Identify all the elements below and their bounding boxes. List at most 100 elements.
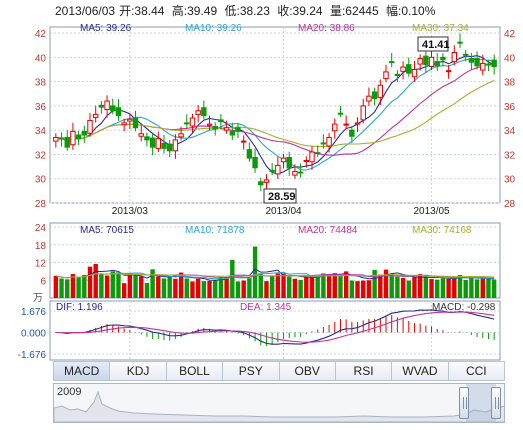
candle-body[interactable] (58, 137, 65, 140)
candle-body[interactable] (314, 152, 321, 155)
candle-body[interactable] (246, 149, 253, 159)
candle-body[interactable] (383, 71, 389, 80)
volume-bar[interactable] (156, 276, 161, 298)
volume-bar[interactable] (139, 276, 144, 298)
volume-bar[interactable] (76, 277, 81, 298)
candle-body[interactable] (229, 130, 236, 136)
volume-bar[interactable] (474, 279, 480, 298)
candle-body[interactable] (70, 130, 76, 146)
tab-obv[interactable]: OBV (279, 361, 336, 381)
volume-bar[interactable] (440, 278, 446, 298)
candle-body[interactable] (121, 122, 127, 126)
volume-bar[interactable] (321, 273, 326, 298)
candle-body[interactable] (354, 122, 361, 125)
candle-body[interactable] (332, 123, 338, 132)
navigator-right-handle[interactable] (491, 387, 501, 419)
candle-body[interactable] (377, 84, 384, 98)
candle-body[interactable] (184, 122, 190, 125)
tab-cci[interactable]: CCI (448, 361, 505, 381)
volume-bar[interactable] (264, 281, 269, 298)
volume-bars[interactable] (53, 246, 497, 298)
candle-body[interactable] (64, 136, 70, 148)
volume-bar[interactable] (190, 281, 195, 298)
volume-bar[interactable] (480, 277, 485, 298)
volume-bar[interactable] (213, 279, 218, 298)
volume-bar[interactable] (121, 283, 127, 298)
candle-body[interactable] (258, 181, 264, 186)
volume-bar[interactable] (292, 278, 298, 298)
volume-bar[interactable] (491, 279, 497, 298)
volume-bar[interactable] (167, 276, 172, 298)
candle-body[interactable] (275, 164, 281, 175)
candle-body[interactable] (462, 53, 469, 56)
volume-bar[interactable] (127, 273, 133, 298)
volume-bar[interactable] (435, 279, 440, 298)
volume-bar[interactable] (383, 269, 389, 298)
tab-wvad[interactable]: WVAD (392, 361, 449, 381)
volume-bar[interactable] (389, 273, 394, 298)
candle-body[interactable] (343, 123, 349, 126)
volume-bar[interactable] (110, 271, 115, 298)
candle-body[interactable] (149, 137, 156, 148)
candle-body[interactable] (371, 91, 378, 100)
candle-body[interactable] (474, 58, 480, 67)
volume-bar[interactable] (332, 273, 337, 298)
candle-body[interactable] (81, 130, 88, 136)
candle-body[interactable] (292, 170, 298, 176)
volume-bar[interactable] (230, 259, 235, 298)
volume-bar[interactable] (372, 269, 377, 298)
volume-bar[interactable] (116, 272, 121, 298)
volume-bar[interactable] (406, 280, 411, 298)
candle-body[interactable] (411, 68, 418, 78)
volume-bar[interactable] (287, 276, 292, 298)
candle-body[interactable] (468, 58, 475, 63)
candle-body[interactable] (400, 66, 406, 72)
tab-kdj[interactable]: KDJ (110, 361, 167, 381)
volume-bar[interactable] (281, 273, 286, 298)
candle-body[interactable] (440, 56, 446, 61)
volume-bar[interactable] (161, 278, 167, 298)
candle-body[interactable] (132, 117, 139, 129)
stock-chart[interactable]: 28 28 30 30 32 32 34 34 36 36 38 38 40 40 42 42 2013/03… (0, 0, 523, 362)
volume-bar[interactable] (417, 274, 423, 298)
volume-bar[interactable] (378, 274, 383, 298)
volume-bar[interactable] (65, 279, 70, 298)
candlesticks[interactable] (53, 33, 497, 192)
candle-body[interactable] (263, 179, 270, 183)
volume-bar[interactable] (423, 276, 429, 298)
volume-bar[interactable] (133, 274, 138, 298)
candle-body[interactable] (320, 142, 327, 145)
volume-bar[interactable] (252, 246, 258, 298)
candle-body[interactable] (155, 138, 162, 149)
volume-bar[interactable] (395, 276, 400, 298)
candle-body[interactable] (286, 156, 292, 169)
candle-body[interactable] (138, 133, 144, 137)
candle-body[interactable] (189, 117, 196, 127)
candle-body[interactable] (428, 56, 435, 67)
candle-body[interactable] (485, 63, 492, 66)
candle-body[interactable] (423, 55, 429, 66)
volume-bar[interactable] (104, 275, 110, 298)
candle-body[interactable] (326, 136, 332, 147)
candle-body[interactable] (349, 129, 355, 137)
candle-body[interactable] (366, 95, 372, 102)
volume-bar[interactable] (184, 278, 189, 298)
volume-bar[interactable] (412, 277, 417, 298)
candle-body[interactable] (201, 107, 207, 117)
candle-body[interactable] (269, 169, 275, 172)
volume-bar[interactable] (150, 269, 155, 298)
candle-body[interactable] (360, 105, 366, 121)
candle-body[interactable] (115, 107, 122, 117)
volume-bar[interactable] (338, 274, 343, 298)
volume-bar[interactable] (93, 263, 98, 298)
candle-body[interactable] (337, 112, 344, 115)
volume-bar[interactable] (82, 274, 87, 298)
candle-body[interactable] (451, 51, 458, 63)
candle-body[interactable] (87, 119, 93, 134)
volume-bar[interactable] (429, 279, 434, 298)
tab-rsi[interactable]: RSI (335, 361, 393, 381)
volume-bar[interactable] (366, 280, 372, 298)
volume-bar[interactable] (235, 281, 241, 298)
navigator-left-handle[interactable] (459, 387, 469, 419)
volume-bar[interactable] (298, 279, 303, 298)
